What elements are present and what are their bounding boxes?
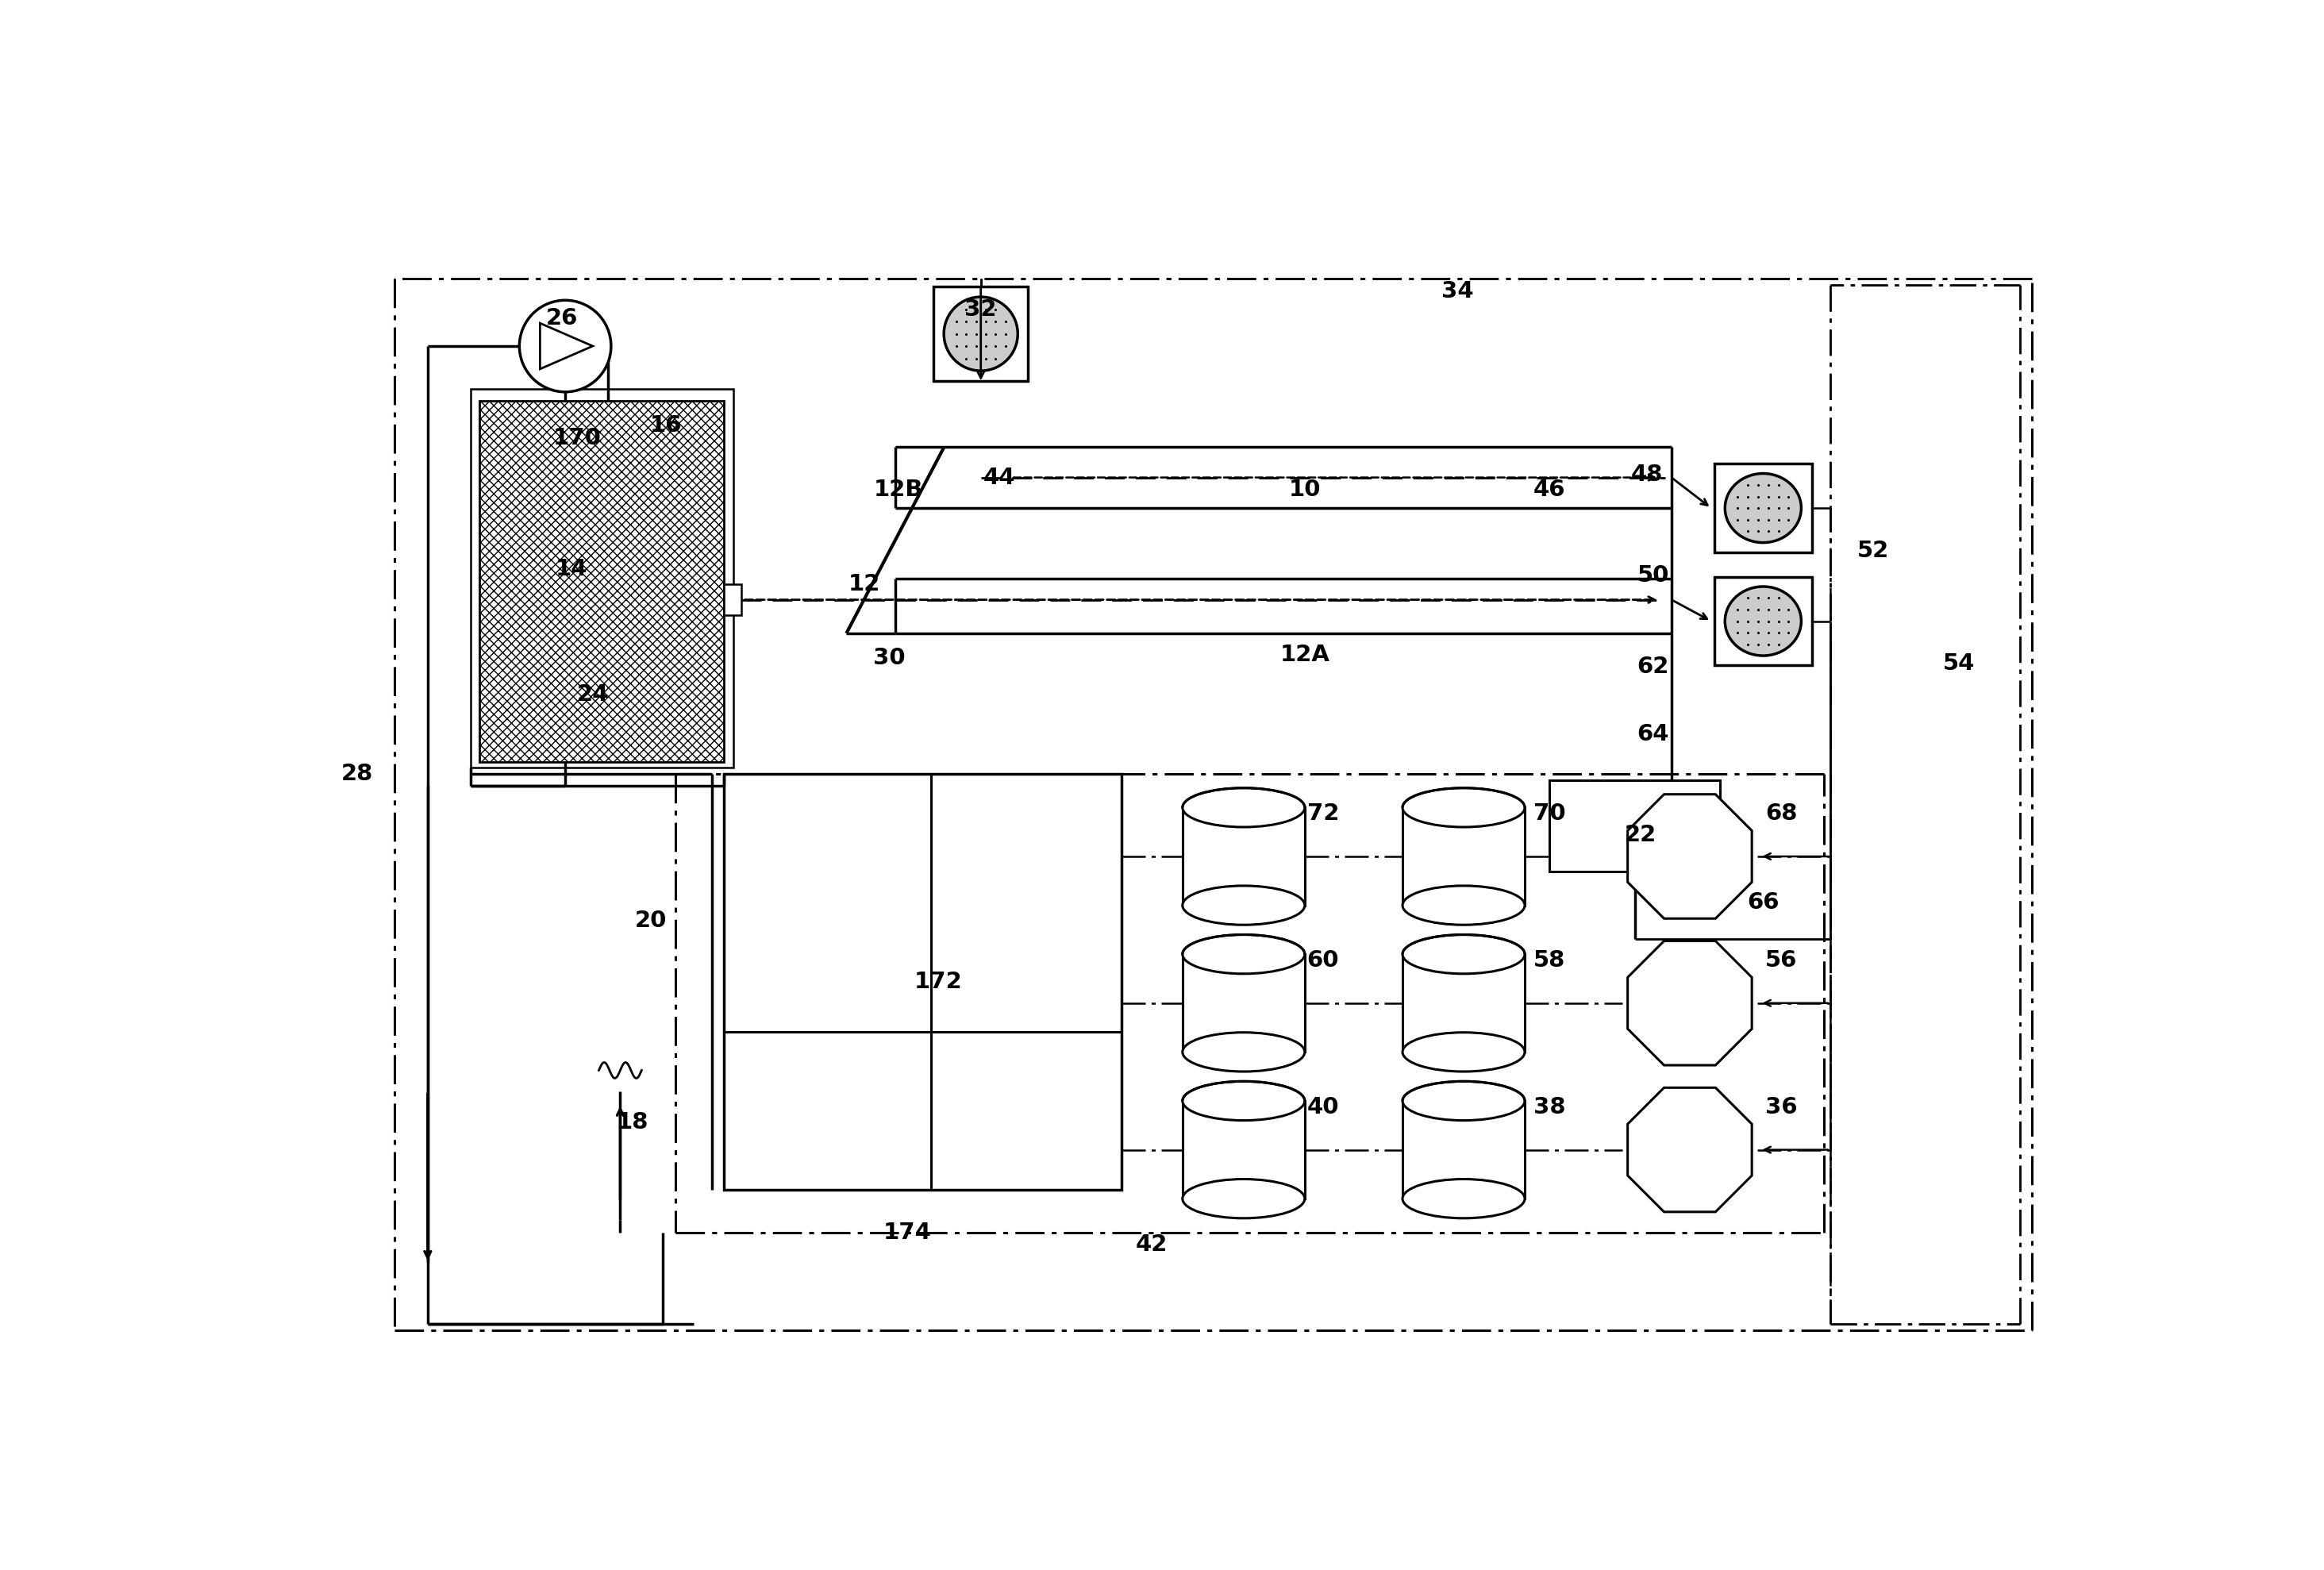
Text: 56: 56 <box>1766 950 1796 972</box>
Ellipse shape <box>1401 1179 1525 1218</box>
Text: 66: 66 <box>1748 892 1780 914</box>
Bar <box>1183 807 1304 906</box>
Bar <box>1715 576 1813 666</box>
Text: 10: 10 <box>1287 479 1320 501</box>
Text: 44: 44 <box>983 466 1016 488</box>
Bar <box>1401 955 1525 1052</box>
Polygon shape <box>1627 1088 1752 1212</box>
Text: 34: 34 <box>1441 279 1473 301</box>
Bar <box>1401 1101 1525 1198</box>
Ellipse shape <box>1724 587 1801 656</box>
Bar <box>725 774 1122 1190</box>
Text: 172: 172 <box>913 970 962 992</box>
Ellipse shape <box>1183 1033 1304 1072</box>
Text: 170: 170 <box>553 427 602 449</box>
Text: 72: 72 <box>1306 802 1339 824</box>
Ellipse shape <box>944 297 1018 371</box>
Text: 20: 20 <box>634 909 667 931</box>
Text: 32: 32 <box>964 298 997 320</box>
Bar <box>725 584 741 615</box>
Text: 12A: 12A <box>1281 644 1329 666</box>
Text: 30: 30 <box>874 647 906 669</box>
Text: 50: 50 <box>1636 564 1669 586</box>
Ellipse shape <box>1183 1082 1304 1121</box>
Text: 36: 36 <box>1766 1096 1796 1118</box>
Ellipse shape <box>1183 1179 1304 1218</box>
Polygon shape <box>1627 940 1752 1064</box>
Ellipse shape <box>1401 885 1525 925</box>
Text: 16: 16 <box>651 414 683 436</box>
Polygon shape <box>1627 794 1752 918</box>
Bar <box>469 389 734 768</box>
Bar <box>1183 1101 1304 1198</box>
Ellipse shape <box>1401 934 1525 973</box>
Circle shape <box>518 300 611 392</box>
Text: 42: 42 <box>1136 1234 1169 1256</box>
Text: 54: 54 <box>1943 653 1975 675</box>
Text: 24: 24 <box>576 683 609 705</box>
Text: 38: 38 <box>1534 1096 1566 1118</box>
Text: 46: 46 <box>1534 479 1566 501</box>
Text: 48: 48 <box>1631 463 1664 485</box>
Text: 14: 14 <box>555 557 588 581</box>
Ellipse shape <box>1401 1033 1525 1072</box>
Ellipse shape <box>1401 1082 1525 1121</box>
Text: 22: 22 <box>1624 824 1657 846</box>
Text: 62: 62 <box>1636 656 1669 678</box>
Text: 64: 64 <box>1636 724 1669 746</box>
Bar <box>1550 780 1720 871</box>
Text: 12B: 12B <box>874 479 923 501</box>
Bar <box>934 286 1027 382</box>
Text: 40: 40 <box>1306 1096 1339 1118</box>
Bar <box>479 400 725 761</box>
Bar <box>1715 463 1813 553</box>
Text: 26: 26 <box>546 308 579 330</box>
Text: 60: 60 <box>1306 950 1339 972</box>
Text: 58: 58 <box>1534 950 1564 972</box>
Text: 174: 174 <box>883 1221 932 1243</box>
Bar <box>1183 955 1304 1052</box>
Ellipse shape <box>1183 885 1304 925</box>
Ellipse shape <box>1183 788 1304 827</box>
Bar <box>1401 807 1525 906</box>
Text: 12: 12 <box>848 573 881 595</box>
Text: 70: 70 <box>1534 802 1566 824</box>
Text: 28: 28 <box>342 763 374 785</box>
Text: 52: 52 <box>1857 540 1889 562</box>
Text: 18: 18 <box>616 1112 648 1134</box>
Ellipse shape <box>1724 474 1801 543</box>
Ellipse shape <box>1183 934 1304 973</box>
Text: 68: 68 <box>1766 802 1796 824</box>
Ellipse shape <box>1401 788 1525 827</box>
